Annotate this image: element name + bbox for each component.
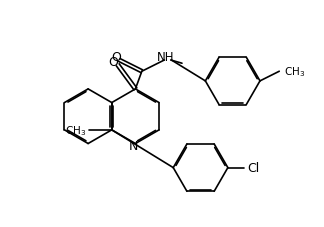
Text: N: N [129, 139, 138, 152]
Text: Cl: Cl [247, 161, 260, 174]
Text: O: O [111, 51, 121, 64]
Text: O: O [108, 56, 118, 69]
Text: NH: NH [157, 51, 175, 64]
Text: CH$_3$: CH$_3$ [65, 123, 86, 137]
Text: CH$_3$: CH$_3$ [284, 65, 305, 79]
